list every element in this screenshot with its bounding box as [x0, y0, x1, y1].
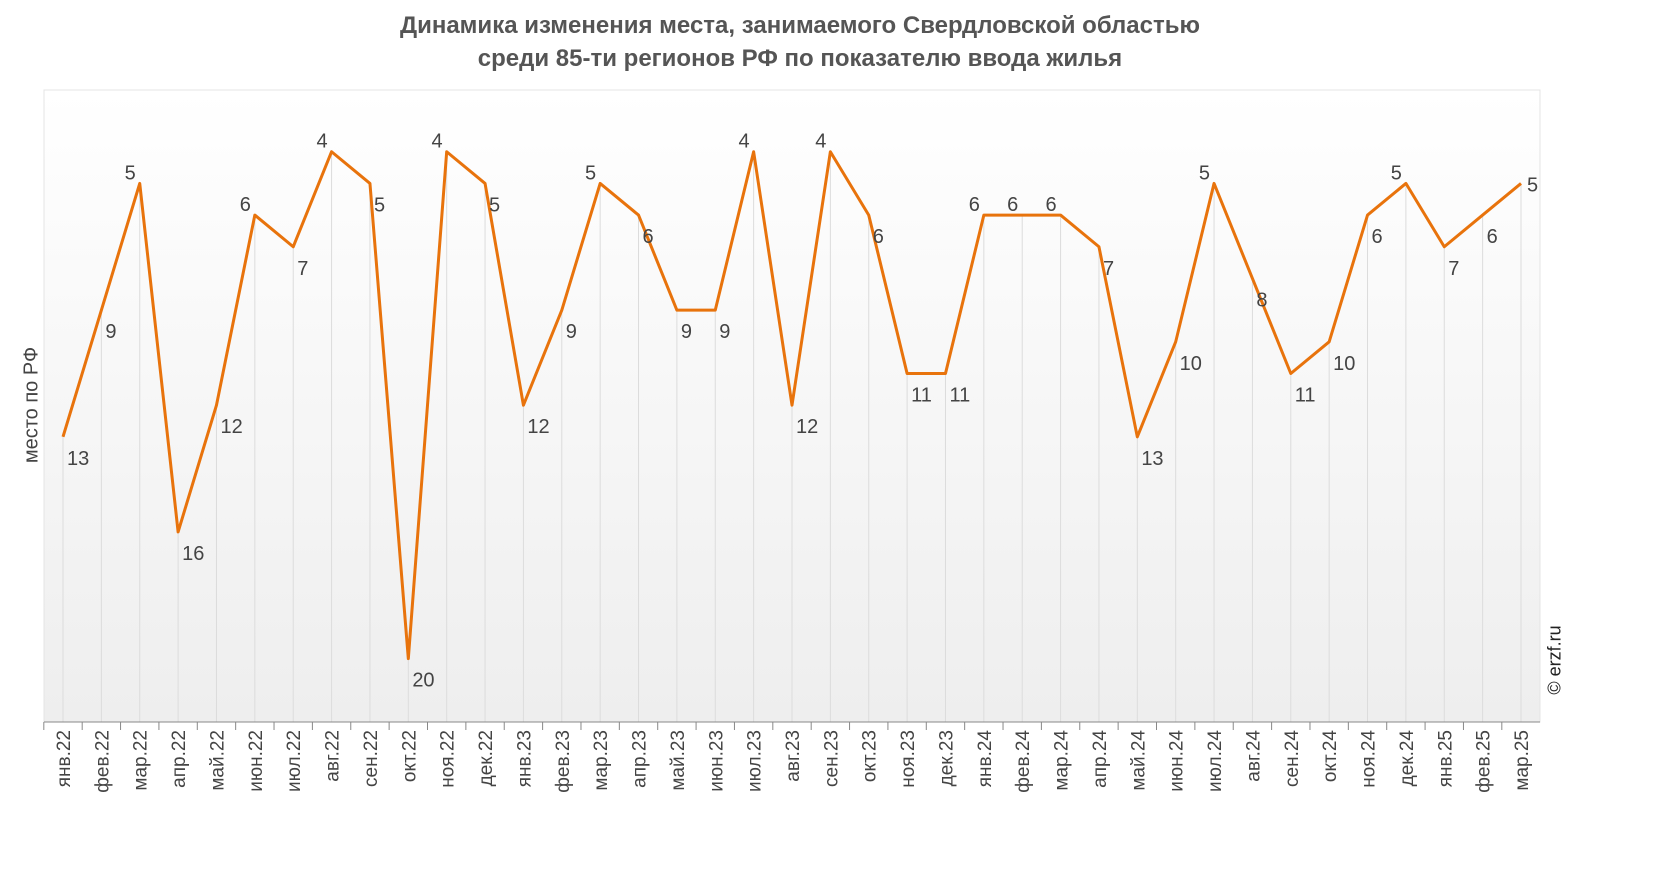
x-tick-label: июн.22	[246, 730, 267, 792]
data-label: 10	[1180, 353, 1202, 375]
x-tick-label: янв.23	[514, 730, 535, 787]
x-tick-label: ноя.23	[898, 730, 919, 788]
series-line	[61, 150, 1522, 661]
data-label: 13	[1141, 448, 1163, 470]
x-tick-label: фев.23	[553, 730, 574, 793]
x-tick-label: мар.25	[1512, 730, 1533, 791]
x-tick-label: сен.23	[821, 730, 842, 787]
data-label: 5	[1199, 162, 1210, 184]
data-label: 20	[412, 670, 434, 692]
data-label: 7	[297, 258, 308, 280]
data-label: 6	[1045, 194, 1056, 216]
x-tick-label: апр.22	[169, 730, 190, 788]
x-tick-label: апр.24	[1090, 730, 1111, 788]
x-tick-label: май.23	[668, 730, 689, 791]
data-label: 12	[527, 416, 549, 438]
x-tick-label: фев.25	[1474, 730, 1495, 793]
data-label: 9	[719, 321, 730, 343]
x-tick-label: фев.22	[92, 730, 113, 793]
data-label: 9	[105, 321, 116, 343]
data-label: 16	[182, 543, 204, 565]
data-label: 6	[240, 194, 251, 216]
x-tick-label: мар.23	[591, 730, 612, 791]
x-tick-label: янв.25	[1435, 730, 1456, 787]
data-label: 5	[585, 162, 596, 184]
x-tick-label: сен.24	[1282, 730, 1303, 787]
x-tick-label: авг.22	[323, 730, 344, 782]
data-label: 9	[566, 321, 577, 343]
x-tick-label: авг.23	[783, 730, 804, 782]
x-tick-label: окт.24	[1320, 730, 1341, 783]
x-tick-label: янв.22	[54, 730, 75, 787]
data-label: 6	[1372, 226, 1383, 248]
data-label: 7	[1103, 258, 1114, 280]
x-tick-label: июл.23	[745, 730, 766, 792]
x-tick-label: май.24	[1128, 730, 1149, 791]
data-label: 11	[1295, 385, 1316, 407]
data-label: 10	[1333, 353, 1355, 375]
data-label: 13	[67, 448, 89, 470]
x-tick-label: фев.24	[1013, 730, 1034, 793]
x-tick-label: июл.22	[284, 730, 305, 792]
data-label: 4	[739, 131, 750, 153]
x-tick-label: мар.24	[1052, 730, 1073, 791]
data-label: 6	[969, 194, 980, 216]
x-tick-label: дек.22	[476, 730, 497, 786]
data-label: 5	[1527, 174, 1538, 196]
x-tick-label: мар.22	[131, 730, 152, 791]
x-tick-label: дек.24	[1397, 730, 1418, 787]
x-tick-label: сен.22	[361, 730, 382, 787]
x-tick-label: июл.24	[1205, 730, 1226, 792]
x-tick-label: ноя.22	[438, 730, 459, 788]
data-label: 11	[949, 385, 970, 407]
chart-title: Динамика изменения места, занимаемого Св…	[399, 12, 1200, 39]
data-label: 6	[1487, 226, 1498, 248]
data-label: 12	[220, 416, 242, 438]
data-label: 6	[873, 226, 884, 248]
x-tick-label: окт.22	[399, 730, 420, 782]
data-label: 4	[432, 131, 443, 153]
x-tick-label: июн.24	[1167, 730, 1188, 792]
x-tick-label: апр.23	[630, 730, 651, 788]
data-label: 8	[1256, 289, 1267, 311]
x-tick-label: ноя.24	[1359, 730, 1380, 788]
data-label: 5	[1391, 162, 1402, 184]
x-tick-label: май.22	[207, 730, 228, 791]
data-label: 12	[796, 416, 818, 438]
data-label: 4	[815, 131, 826, 153]
data-label: 6	[1007, 194, 1018, 216]
data-label: 5	[125, 162, 136, 184]
x-tick-label: июн.23	[706, 730, 727, 792]
data-label: 11	[911, 385, 932, 407]
data-label: 9	[681, 321, 692, 343]
x-tick-label: авг.24	[1243, 730, 1264, 782]
chart-subtitle: среди 85-ти регионов РФ по показателю вв…	[477, 45, 1123, 72]
x-tick-label: дек.23	[936, 730, 957, 786]
data-label: 4	[316, 131, 327, 153]
data-label: 5	[374, 194, 385, 216]
x-tick-label: янв.24	[975, 730, 996, 788]
data-label: 7	[1448, 258, 1459, 280]
data-label: 6	[643, 226, 654, 248]
x-tick-label: окт.23	[860, 730, 881, 782]
data-label: 5	[489, 194, 500, 216]
